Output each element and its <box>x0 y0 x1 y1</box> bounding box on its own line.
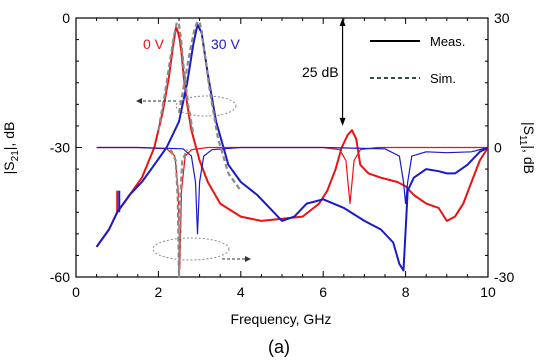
series-line-sim-30-v <box>177 20 242 192</box>
series-line-sim-0-v <box>157 21 195 135</box>
x-tick-label: 4 <box>237 284 245 300</box>
label-0v: 0 V <box>143 36 165 52</box>
series-line-30-v <box>95 23 489 272</box>
y-left-tick-label: -60 <box>50 269 70 285</box>
figure-caption: (a) <box>268 337 290 357</box>
series-line-sim-s11-0-v <box>169 149 189 279</box>
legend: Meas. Sim. <box>370 34 465 86</box>
x-axis-title: Frequency, GHz <box>231 311 332 327</box>
plot-layer: 0 2 4 6 8 10 0 -30 -60 30 0 -30 <box>50 10 515 300</box>
y-left-axis-title: |S21|, dB <box>1 122 21 175</box>
delta-label: 25 dB <box>302 64 339 80</box>
x-tick-label: 6 <box>319 284 327 300</box>
series-line-s11-30-v <box>96 146 489 235</box>
y-left-tick-label: 0 <box>62 10 70 26</box>
x-tick-label: 8 <box>402 284 410 300</box>
y-right-tick-label: -30 <box>494 269 514 285</box>
y-right-tick-label: 0 <box>494 140 502 156</box>
legend-meas-label: Meas. <box>430 34 465 49</box>
legend-sim-label: Sim. <box>430 71 456 86</box>
s11-indicator-arrow-head <box>245 256 251 262</box>
series-layer <box>95 20 489 279</box>
s21-indicator-ellipse <box>175 95 237 117</box>
x-tick-label: 10 <box>480 284 496 300</box>
x-tick-label: 0 <box>72 284 80 300</box>
y-right-tick-label: 30 <box>494 10 510 26</box>
series-line-0-v <box>95 25 489 248</box>
x-tick-label: 2 <box>155 284 163 300</box>
series-line-s11-0-v <box>96 146 488 269</box>
delta-arrow-head-top <box>339 18 346 26</box>
delta-arrow-head-bottom <box>339 117 346 126</box>
y-left-tick-label: -30 <box>50 140 70 156</box>
s21-indicator-arrow-head <box>136 98 142 104</box>
s11-indicator-ellipse <box>152 237 230 261</box>
label-30v: 30 V <box>211 36 240 52</box>
y-right-axis-title: |S11|, dB <box>517 122 537 174</box>
